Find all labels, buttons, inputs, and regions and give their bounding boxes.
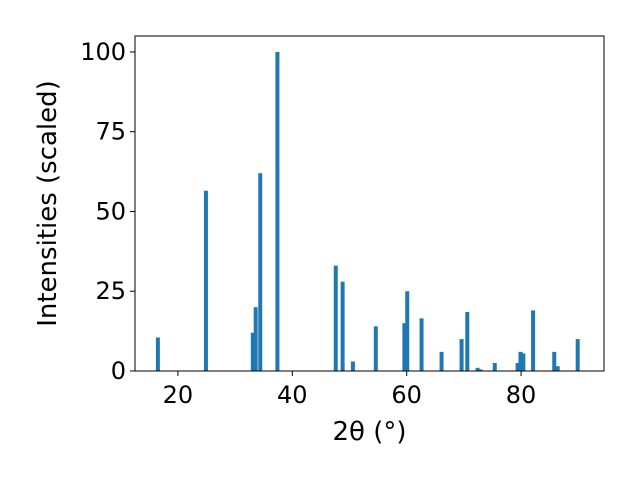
y-tick-label: 75 bbox=[95, 118, 126, 146]
bar bbox=[459, 339, 464, 371]
y-tick-label: 25 bbox=[95, 277, 126, 305]
bar bbox=[492, 363, 497, 371]
x-tick-label: 60 bbox=[391, 381, 422, 409]
x-tick-label: 40 bbox=[277, 381, 308, 409]
bar bbox=[253, 307, 258, 371]
bar bbox=[515, 363, 520, 371]
bar bbox=[250, 332, 255, 371]
bar bbox=[555, 366, 560, 371]
bar bbox=[203, 190, 208, 371]
bar bbox=[275, 51, 280, 371]
x-axis-label: 2θ (°) bbox=[332, 417, 406, 447]
bar bbox=[439, 351, 444, 371]
bar bbox=[258, 173, 263, 371]
bar bbox=[475, 367, 480, 371]
bar bbox=[575, 339, 580, 371]
bar bbox=[333, 265, 338, 371]
plot-frame bbox=[134, 35, 605, 372]
bar bbox=[373, 326, 378, 371]
bar bbox=[350, 361, 355, 371]
bar bbox=[465, 311, 470, 371]
x-tick-label: 80 bbox=[506, 381, 537, 409]
bar bbox=[340, 281, 345, 371]
y-axis-ticks: 0 25 50 75 100 bbox=[80, 38, 135, 385]
y-tick-label: 50 bbox=[95, 197, 126, 225]
bar bbox=[405, 291, 410, 371]
bar bbox=[552, 351, 557, 371]
bars-group bbox=[155, 51, 580, 371]
bar bbox=[521, 353, 526, 371]
bar bbox=[402, 323, 407, 371]
bar bbox=[155, 337, 160, 371]
y-tick-label: 100 bbox=[80, 38, 126, 66]
bar bbox=[531, 310, 536, 371]
x-axis-ticks: 20 40 60 80 bbox=[163, 371, 537, 409]
y-tick-label: 0 bbox=[111, 357, 126, 385]
y-axis-label: Intensities (scaled) bbox=[33, 80, 63, 327]
bar bbox=[518, 351, 523, 371]
bar bbox=[419, 318, 424, 371]
bar bbox=[478, 369, 483, 371]
x-tick-label: 20 bbox=[163, 381, 194, 409]
